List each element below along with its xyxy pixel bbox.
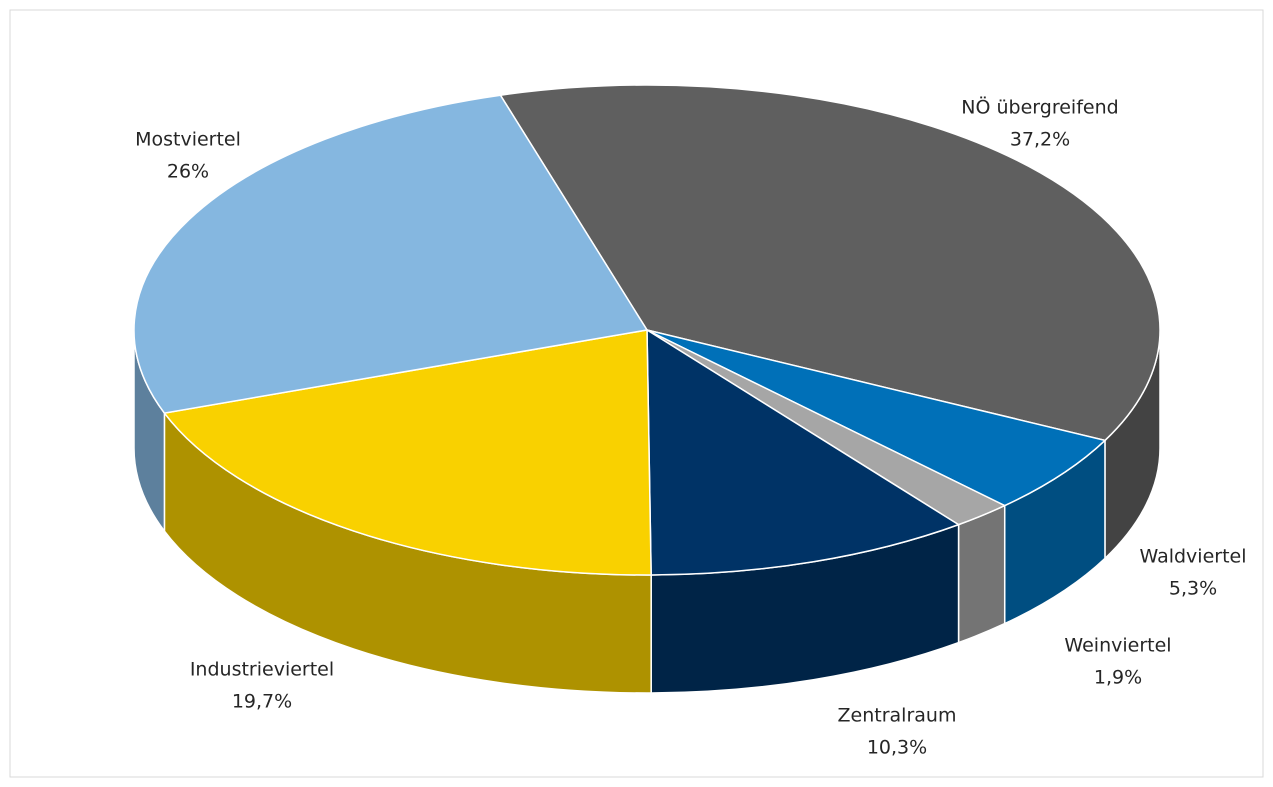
slice-value-label: 37,2% bbox=[1010, 129, 1070, 151]
pie-slice bbox=[499, 84, 1161, 442]
slice-value-label: 26% bbox=[167, 161, 209, 183]
slice-value-label: 19,7% bbox=[232, 691, 292, 713]
pie-side bbox=[957, 504, 1006, 644]
slice-value-label: 10,3% bbox=[867, 737, 927, 759]
pie-slice bbox=[646, 329, 1107, 507]
pie-slice bbox=[646, 328, 961, 576]
pie-slice bbox=[163, 329, 652, 576]
slice-label: Zentralraum bbox=[838, 705, 957, 727]
slice-label: Weinviertel bbox=[1064, 635, 1171, 657]
pie-slice bbox=[133, 94, 649, 414]
slice-label: Waldviertel bbox=[1140, 546, 1247, 568]
slice-value-label: 1,9% bbox=[1094, 667, 1142, 689]
slice-label: Industrieviertel bbox=[190, 659, 334, 681]
slice-value-label: 5,3% bbox=[1169, 578, 1217, 600]
slice-label: NÖ übergreifend bbox=[961, 96, 1118, 119]
slice-label: Mostviertel bbox=[135, 129, 241, 151]
